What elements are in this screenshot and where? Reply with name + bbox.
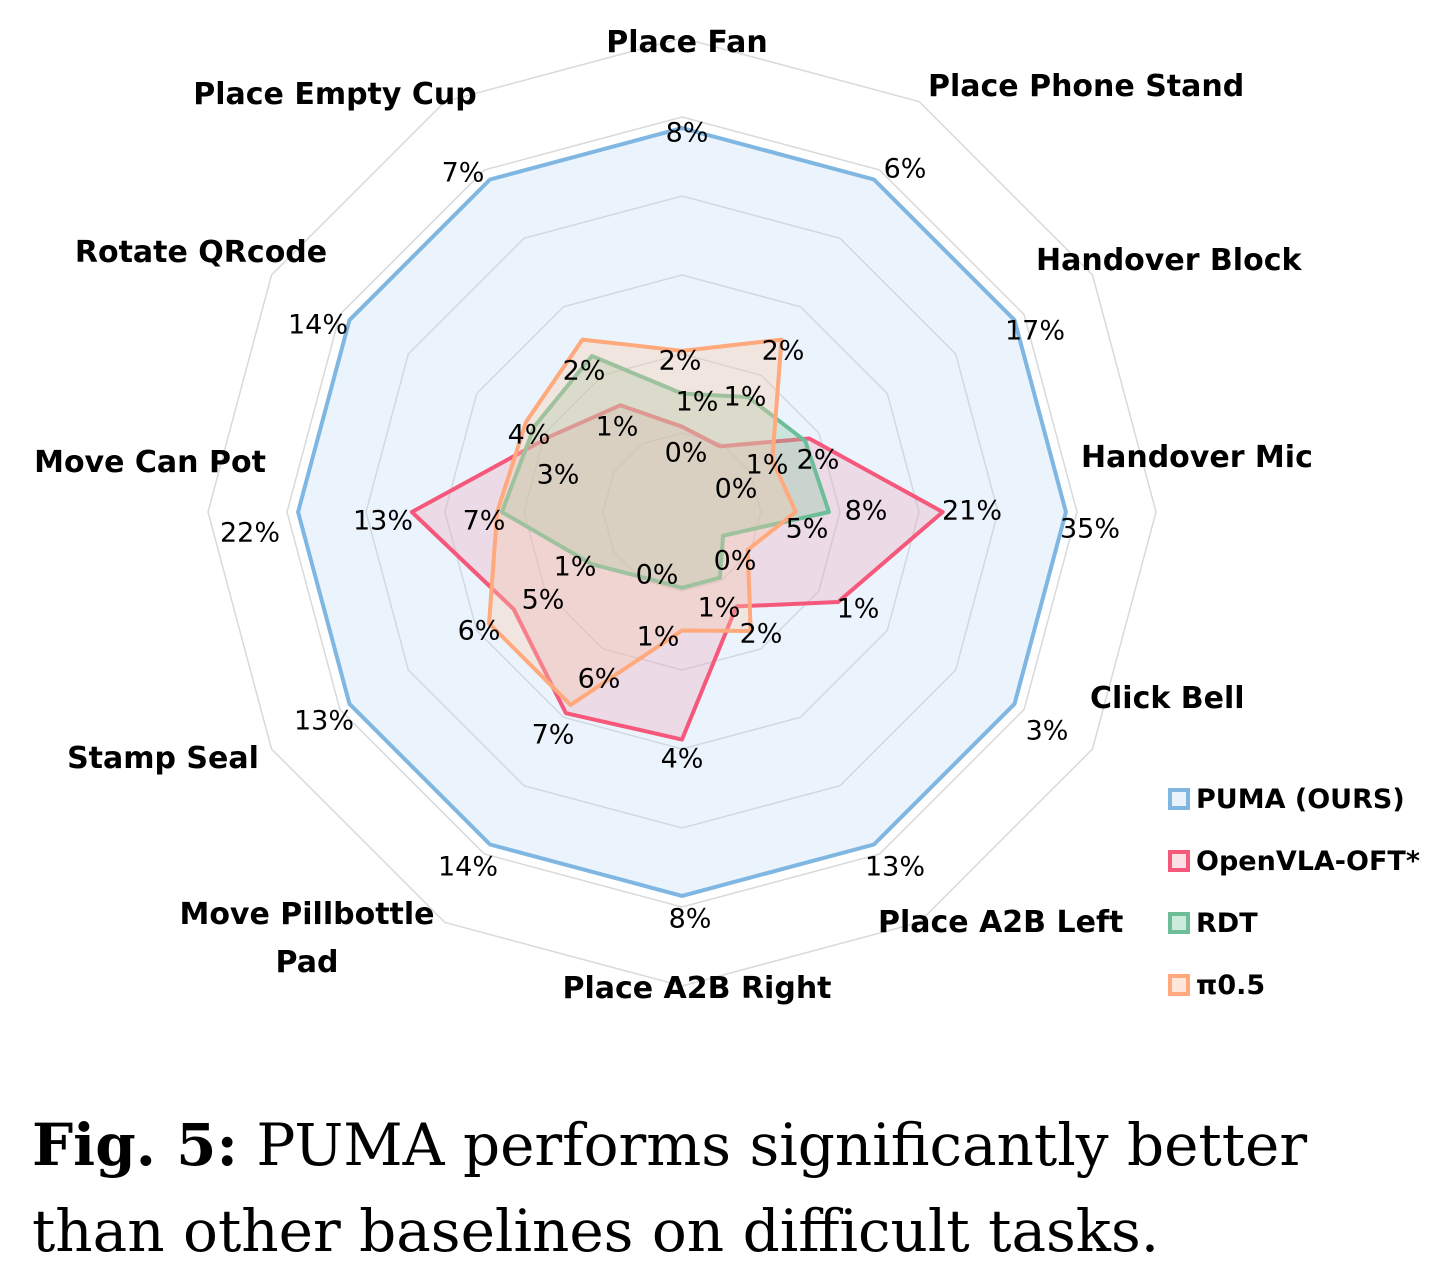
- data-label: 6%: [578, 664, 621, 695]
- axis-label: Rotate QRcode: [75, 235, 327, 270]
- grid-ring: [207, 37, 1157, 987]
- data-label: 8%: [666, 118, 709, 149]
- legend-label: π0.5: [1196, 969, 1266, 1001]
- data-label: 2%: [797, 445, 840, 476]
- figure-caption: Fig. 5: PUMA performs significantly bett…: [32, 1102, 1432, 1274]
- legend-label: PUMA (OURS): [1196, 783, 1405, 815]
- legend-item-puma: PUMA (OURS): [1168, 768, 1420, 830]
- data-label: 6%: [884, 154, 927, 185]
- data-label: 1%: [837, 594, 880, 625]
- data-label: 2%: [563, 356, 606, 387]
- data-label: 7%: [442, 158, 485, 189]
- data-label: 1%: [637, 622, 680, 653]
- axis-label: Place Phone Stand: [928, 69, 1244, 104]
- grid-ring: [444, 274, 920, 750]
- data-label: 5%: [786, 514, 829, 545]
- axis-label: Place A2B Left: [878, 905, 1123, 940]
- data-label: 0%: [715, 474, 758, 505]
- caption-text: PUMA performs significantly better than …: [32, 1111, 1308, 1265]
- data-label: 2%: [762, 336, 805, 367]
- series-polygon: [409, 403, 945, 742]
- data-label: 35%: [1060, 514, 1120, 545]
- data-label: 7%: [532, 720, 575, 751]
- legend-item-pi05: π0.5: [1168, 954, 1420, 1016]
- data-label: 1%: [596, 412, 639, 443]
- data-label: 13%: [865, 852, 925, 883]
- data-label: 5%: [522, 585, 565, 616]
- radar-chart: Place Fan Place Phone Stand Handover Block…: [34, 25, 1313, 1006]
- value-labels: 8%6%17%35%3%13%8%14%13%22%14%7%2% 2%2%1% 1…: [220, 118, 1120, 935]
- data-label: 1%: [698, 593, 741, 624]
- data-label: 0%: [714, 546, 757, 577]
- data-label: 0%: [636, 560, 679, 591]
- axis-label: Pad: [276, 945, 339, 980]
- data-label: 4%: [508, 420, 551, 451]
- data-label: 0%: [665, 438, 708, 469]
- data-label: 8%: [669, 904, 712, 935]
- grid-ring: [602, 432, 762, 592]
- data-label: 4%: [661, 744, 704, 775]
- axis-label: Handover Block: [1036, 243, 1302, 278]
- chart-legend: PUMA (OURS) OpenVLA-OFT* RDT π0.5: [1168, 768, 1420, 1016]
- series-polygon: [499, 354, 831, 590]
- legend-item-openvla: OpenVLA-OFT*: [1168, 830, 1420, 892]
- axis-label: Handover Mic: [1081, 440, 1313, 475]
- data-label: 21%: [942, 496, 1002, 527]
- data-label: 14%: [438, 852, 498, 883]
- axis-label: Move Pillbottle: [179, 897, 434, 932]
- axis-label: Click Bell: [1090, 681, 1245, 716]
- data-label: 2%: [659, 346, 702, 377]
- caption-prefix: Fig. 5:: [32, 1111, 238, 1179]
- axis-label: Move Can Pot: [34, 445, 266, 480]
- grid-ring: [286, 116, 1078, 908]
- data-label: 7%: [463, 506, 506, 537]
- data-label: 17%: [1005, 316, 1065, 347]
- data-label: 1%: [746, 450, 789, 481]
- legend-label: OpenVLA-OFT*: [1196, 845, 1420, 877]
- data-label: 13%: [294, 706, 354, 737]
- data-label: 22%: [220, 518, 280, 549]
- series-polygon: [296, 126, 1068, 898]
- radar-series: [296, 126, 1068, 898]
- grid-ring: [365, 195, 999, 829]
- data-label: 14%: [288, 310, 348, 341]
- axis-labels: Place Fan Place Phone Stand Handover Block…: [34, 25, 1313, 1006]
- data-label: 2%: [740, 619, 783, 650]
- radar-grid: [207, 37, 1157, 987]
- data-label: 13%: [353, 506, 413, 537]
- data-label: 3%: [537, 460, 580, 491]
- legend-swatch-icon: [1168, 974, 1190, 996]
- legend-swatch-icon: [1168, 788, 1190, 810]
- data-label: 3%: [1026, 716, 1069, 747]
- data-label: 1%: [724, 382, 767, 413]
- grid-ring: [523, 353, 841, 671]
- axis-label: Place A2B Right: [562, 971, 831, 1006]
- data-label: 1%: [554, 552, 597, 583]
- data-label: 6%: [458, 616, 501, 647]
- data-label: 1%: [676, 387, 719, 418]
- axis-label: Place Empty Cup: [193, 77, 477, 112]
- axis-label: Place Fan: [606, 25, 767, 60]
- axis-label: Stamp Seal: [67, 741, 259, 776]
- series-polygon: [487, 337, 798, 707]
- legend-label: RDT: [1196, 907, 1258, 939]
- legend-swatch-icon: [1168, 912, 1190, 934]
- legend-swatch-icon: [1168, 850, 1190, 872]
- data-label: 8%: [845, 496, 888, 527]
- legend-item-rdt: RDT: [1168, 892, 1420, 954]
